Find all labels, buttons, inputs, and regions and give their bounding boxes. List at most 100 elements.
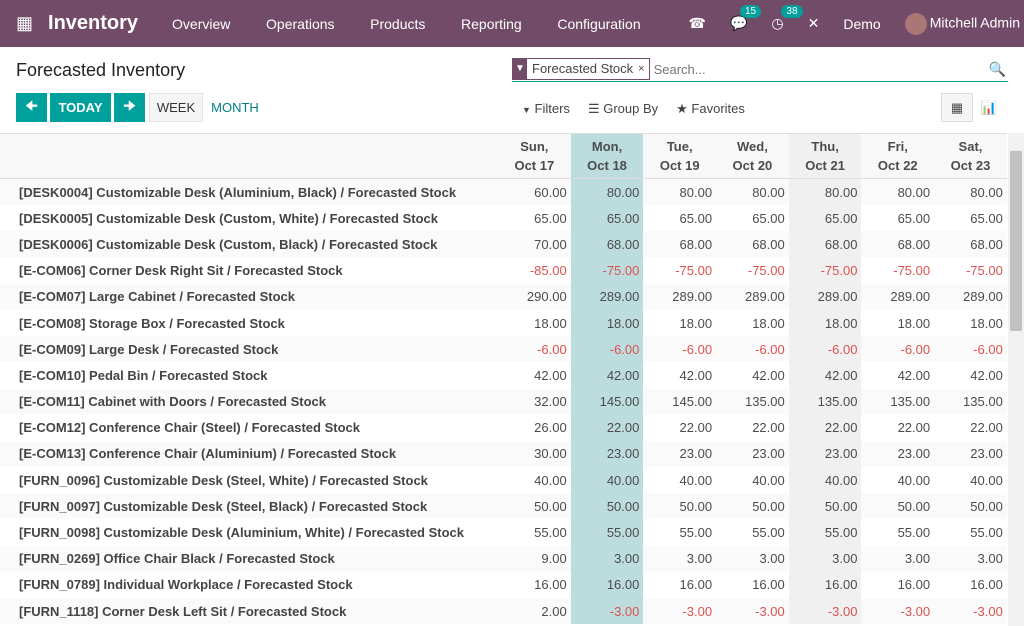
cell-value[interactable]: 65.00	[570, 205, 644, 232]
month-button[interactable]: MONTH	[211, 100, 259, 115]
cell-value[interactable]: 3.00	[977, 551, 1003, 567]
cell-value[interactable]: 16.00	[679, 577, 713, 593]
cell-value[interactable]: 22.00	[570, 414, 644, 441]
cell-value[interactable]: -6.00	[900, 341, 931, 357]
cell-value[interactable]: 290.00	[526, 289, 567, 305]
cell-value[interactable]: 26.00	[534, 420, 567, 436]
cell-value[interactable]: 18.00	[752, 315, 785, 331]
cell-value[interactable]: 65.00	[970, 210, 1003, 226]
cell-value[interactable]: 135.00	[890, 394, 931, 410]
cell-value[interactable]: 40.00	[970, 472, 1003, 488]
company-switcher[interactable]: Demo	[843, 15, 881, 32]
cell-value[interactable]: -75.00	[893, 263, 931, 279]
cell-value[interactable]: 40.00	[752, 472, 785, 488]
cell-value[interactable]: -85.00	[529, 263, 567, 279]
cell-value[interactable]: 42.00	[570, 362, 644, 389]
cell-value[interactable]: 42.00	[534, 367, 567, 383]
cell-value[interactable]: 135.00	[744, 394, 785, 410]
cell-value[interactable]: 55.00	[570, 519, 644, 546]
scrollbar[interactable]	[1008, 133, 1024, 626]
cell-value[interactable]: 18.00	[570, 309, 644, 337]
cell-value[interactable]: -6.00	[570, 336, 644, 363]
cell-value[interactable]: 40.00	[534, 472, 567, 488]
cell-value[interactable]: 55.00	[679, 525, 713, 541]
cell-value[interactable]: 55.00	[788, 519, 862, 546]
cell-value[interactable]: 65.00	[788, 205, 862, 232]
menu-reporting[interactable]: Reporting	[461, 15, 522, 32]
cell-value[interactable]: 16.00	[897, 577, 931, 593]
cell-value[interactable]: 42.00	[897, 367, 931, 383]
cell-value[interactable]: 65.00	[679, 210, 713, 226]
cell-value[interactable]: 50.00	[679, 498, 713, 514]
cell-value[interactable]: 16.00	[570, 571, 644, 598]
cell-value[interactable]: 22.00	[788, 414, 862, 441]
menu-configuration[interactable]: Configuration	[557, 15, 641, 32]
cell-value[interactable]: 3.00	[570, 545, 644, 572]
cell-value[interactable]: 23.00	[752, 446, 785, 462]
cell-value[interactable]: 70.00	[534, 236, 567, 252]
graph-view-button[interactable]: 📊	[973, 93, 1005, 122]
cell-value[interactable]: 80.00	[570, 179, 644, 206]
grid-view-button[interactable]: ▦	[941, 93, 973, 122]
cell-value[interactable]: 80.00	[788, 179, 862, 206]
cell-value[interactable]: 80.00	[897, 184, 931, 200]
cell-value[interactable]: 18.00	[897, 315, 931, 331]
cell-value[interactable]: 30.00	[534, 446, 567, 462]
cell-value[interactable]: 65.00	[534, 210, 567, 226]
apps-menu-icon[interactable]: ▦	[16, 13, 34, 33]
cell-value[interactable]: -75.00	[570, 257, 644, 284]
cell-value[interactable]: 68.00	[679, 236, 713, 252]
cell-value[interactable]: 18.00	[970, 315, 1003, 331]
scrollbar-thumb[interactable]	[1010, 151, 1022, 331]
cell-value[interactable]: 80.00	[679, 184, 713, 200]
cell-value[interactable]: -6.00	[682, 341, 713, 357]
cell-value[interactable]: 55.00	[970, 525, 1003, 541]
cell-value[interactable]: 18.00	[679, 315, 713, 331]
week-button[interactable]: WEEK	[149, 93, 203, 122]
cell-value[interactable]: 3.00	[788, 545, 862, 572]
cell-value[interactable]: -3.00	[788, 598, 862, 625]
cell-value[interactable]: 3.00	[686, 551, 713, 567]
cell-value[interactable]: 23.00	[570, 440, 644, 468]
debug-tools-icon[interactable]: ✕	[807, 15, 820, 31]
cell-value[interactable]: 60.00	[534, 184, 567, 200]
cell-value[interactable]: 80.00	[970, 184, 1003, 200]
cell-value[interactable]: -3.00	[973, 603, 1003, 619]
cell-value[interactable]: 40.00	[570, 467, 644, 494]
cell-value[interactable]: 55.00	[534, 525, 567, 541]
cell-value[interactable]: 50.00	[970, 498, 1003, 514]
cell-value[interactable]: 55.00	[752, 525, 785, 541]
cell-value[interactable]: -6.00	[973, 341, 1003, 357]
cell-value[interactable]: 50.00	[752, 498, 785, 514]
next-button[interactable]: 🠊	[114, 93, 145, 122]
cell-value[interactable]: 80.00	[752, 184, 785, 200]
cell-value[interactable]: 40.00	[897, 472, 931, 488]
cell-value[interactable]: 22.00	[897, 420, 931, 436]
cell-value[interactable]: 65.00	[897, 210, 931, 226]
cell-value[interactable]: 3.00	[904, 551, 931, 567]
cell-value[interactable]: 22.00	[752, 420, 785, 436]
cell-value[interactable]: 68.00	[752, 236, 785, 252]
cell-value[interactable]: 42.00	[970, 367, 1003, 383]
favorites-button[interactable]: ★ Favorites	[676, 101, 745, 117]
cell-value[interactable]: 50.00	[534, 498, 567, 514]
cell-value[interactable]: 68.00	[570, 231, 644, 258]
user-menu[interactable]: Mitchell Admin	[904, 12, 1020, 35]
filters-button[interactable]: ▼ Filters	[522, 101, 570, 117]
cell-value[interactable]: 16.00	[752, 577, 785, 593]
cell-value[interactable]: 50.00	[570, 493, 644, 520]
cell-value[interactable]: 289.00	[963, 289, 1003, 305]
cell-value[interactable]: -3.00	[570, 598, 644, 625]
cell-value[interactable]: -3.00	[755, 603, 785, 619]
cell-value[interactable]: 289.00	[890, 289, 931, 305]
search-icon[interactable]: 🔍	[988, 60, 1006, 77]
cell-value[interactable]: 42.00	[679, 367, 713, 383]
menu-products[interactable]: Products	[370, 15, 426, 32]
cell-value[interactable]: -6.00	[537, 341, 567, 357]
cell-value[interactable]: -6.00	[788, 336, 862, 363]
cell-value[interactable]: 68.00	[897, 236, 931, 252]
cell-value[interactable]: 32.00	[534, 394, 567, 410]
cell-value[interactable]: 23.00	[788, 440, 862, 468]
activities-icon[interactable]: ◷ 38	[771, 5, 803, 32]
cell-value[interactable]: 18.00	[534, 315, 567, 331]
